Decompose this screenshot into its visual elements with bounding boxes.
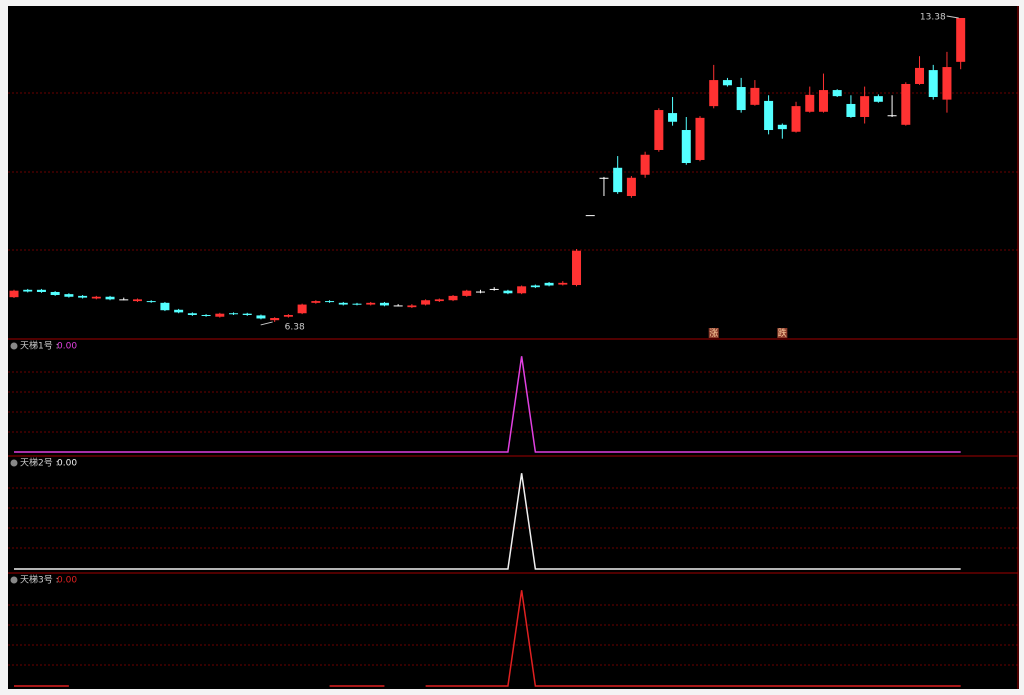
candle-body (626, 177, 636, 197)
panel-icon (10, 459, 18, 467)
panel-readout: 0.00 (57, 459, 77, 469)
candle-body (613, 167, 623, 193)
candle-body (585, 215, 595, 217)
signal-box (708, 328, 719, 338)
candle-body (558, 282, 568, 285)
candle-body (366, 302, 376, 305)
candle-body (215, 313, 225, 317)
candle-body (475, 291, 485, 293)
panel-title: 天梯1号 : (20, 340, 59, 352)
annotation-arrow (260, 321, 273, 326)
candle-body (530, 285, 540, 288)
candle-body (379, 302, 389, 306)
panel-borders (8, 6, 1019, 689)
candle-body (791, 106, 801, 132)
candle-body (105, 296, 115, 300)
candle-body (764, 100, 774, 131)
grid (8, 92, 1018, 666)
candle-body (160, 302, 170, 311)
panel-readout: 0.00 (57, 576, 77, 586)
candle-body (709, 80, 719, 107)
candle-body (901, 83, 911, 125)
candle-body (736, 87, 746, 111)
candle-body (887, 115, 897, 117)
indicator-line (14, 356, 961, 453)
indicator-line (425, 590, 961, 687)
candle-body (681, 130, 691, 164)
panel-readout: 0.00 (57, 342, 77, 352)
candle-body (722, 80, 732, 86)
candle-body (311, 301, 321, 303)
annotation-arrow (946, 15, 959, 19)
signal-label: 涨 (709, 328, 718, 339)
candle-body (750, 87, 760, 105)
candle-body (36, 289, 46, 292)
candle-body (668, 113, 678, 122)
candle-body (270, 318, 280, 321)
candle-body (956, 17, 966, 62)
candle-body (599, 177, 609, 179)
candle-body (229, 313, 239, 315)
candle-body (873, 96, 883, 102)
candle-body (297, 304, 307, 314)
candle-body (132, 299, 142, 302)
candle-body (503, 290, 513, 294)
candle-body (915, 67, 925, 84)
chart-area (8, 6, 1019, 689)
indicator-line (14, 473, 961, 570)
candle-body (462, 290, 472, 296)
panel-title: 天梯2号 : (20, 457, 59, 469)
candle-body (283, 314, 293, 317)
candle-body (489, 288, 499, 290)
candle-body (325, 301, 335, 303)
candle-body (242, 313, 252, 315)
panel-title: 天梯3号 : (20, 574, 59, 586)
signal-box (777, 328, 788, 338)
candle-body (256, 315, 266, 319)
candle-body (91, 296, 101, 299)
candle-body (860, 96, 870, 117)
candle-body (654, 110, 664, 150)
candle-body (805, 94, 815, 112)
candle-body (23, 289, 33, 292)
candle-body (64, 294, 74, 297)
candle-body (174, 309, 184, 313)
candle-body (544, 282, 554, 286)
candle-body (928, 70, 938, 98)
candle-body (78, 295, 88, 298)
panel-icon (10, 576, 18, 584)
price-annotation: 13.38 (920, 12, 946, 22)
candle-body (832, 90, 842, 97)
candle-body (201, 314, 211, 316)
candle-body (407, 305, 417, 308)
candle-body (146, 301, 156, 303)
panel-icon (10, 342, 18, 350)
candle-body (50, 291, 60, 296)
candle-body (818, 90, 828, 112)
candle-body (9, 290, 19, 298)
candle-body (640, 154, 650, 175)
candle-body (517, 286, 527, 294)
candle-body (572, 250, 582, 286)
price-annotation: 6.38 (285, 322, 305, 332)
candle-body (434, 299, 444, 302)
candle-body (942, 67, 952, 100)
candle-body (777, 124, 787, 130)
candle-body (695, 117, 705, 160)
candle-body (338, 302, 348, 305)
candle-body (352, 303, 362, 305)
candle-body (119, 299, 129, 301)
signal-label: 跌 (778, 328, 787, 339)
candle-body (187, 313, 197, 315)
candle-body (448, 295, 458, 301)
candle-body (393, 305, 403, 307)
candle-body (421, 300, 431, 305)
candle-body (846, 103, 856, 117)
